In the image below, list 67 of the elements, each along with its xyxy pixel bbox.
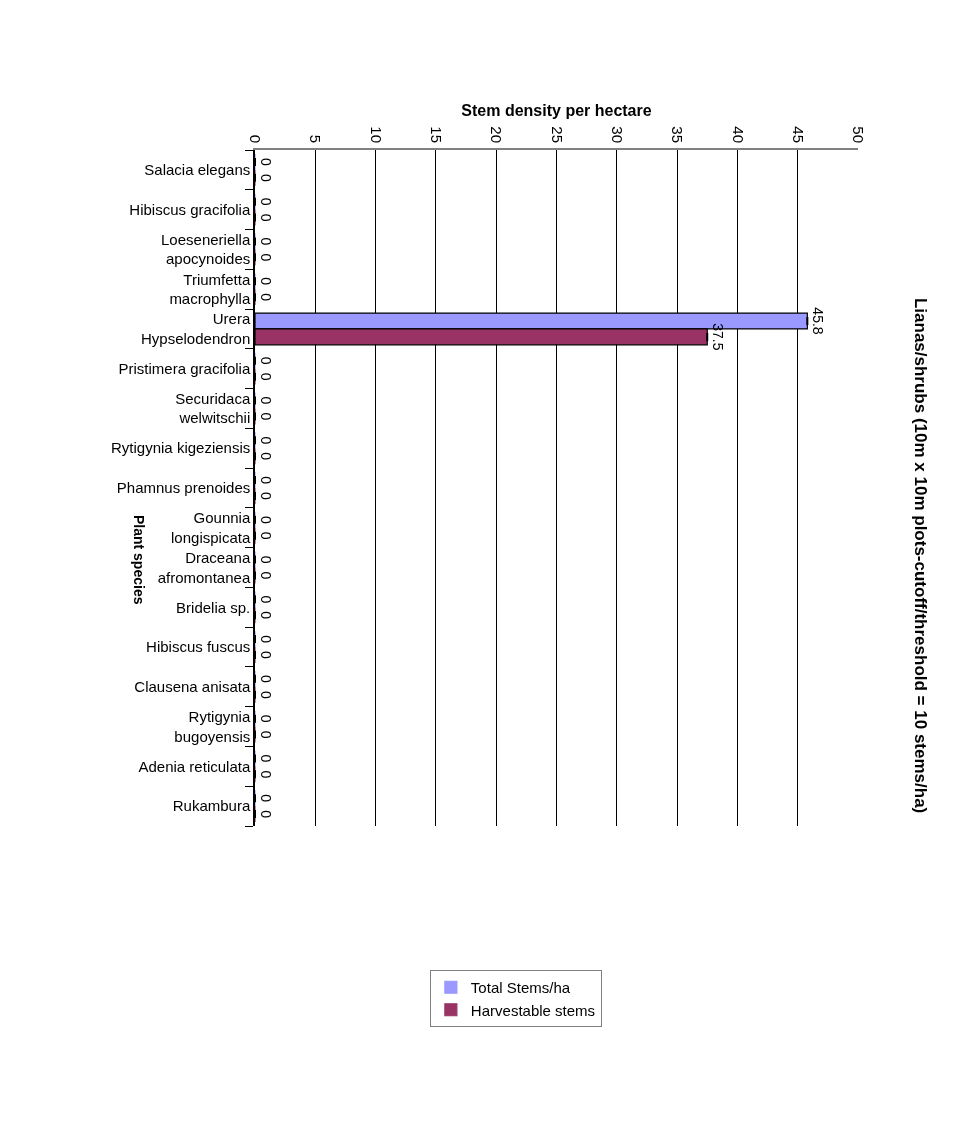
x-tick-label: 30 [608, 126, 626, 143]
legend-label: Harvestable stems [470, 1001, 596, 1019]
y-tick-label: Triumfetta macrophylla [169, 270, 251, 308]
data-label: 0 [257, 635, 274, 644]
x-tick-label: 5 [307, 134, 325, 143]
data-label: 0 [257, 770, 274, 779]
y-tick-label: Phamnus prenoides [116, 479, 251, 497]
y-tick-label: Rytigynia bugoyensis [174, 708, 251, 745]
data-label: 0 [257, 356, 274, 365]
data-label: 0 [257, 412, 274, 421]
x-tick-label: 10 [367, 126, 385, 143]
x-tick-label: 45 [789, 126, 807, 143]
y-tick-label: Pristimera gracifolia [118, 359, 251, 377]
x-tick-label: 50 [850, 126, 868, 143]
data-label: 0 [257, 714, 274, 723]
y-tick-label: Draceana afromontanea [157, 549, 251, 586]
data-label: 0 [257, 492, 274, 501]
data-label: 0 [257, 810, 274, 819]
x-tick-label: 35 [669, 126, 687, 143]
data-label: 0 [257, 213, 274, 222]
y-tick-label: Loeseneriella apocynoides [161, 230, 251, 268]
data-label: 0 [257, 293, 274, 302]
data-label: 0 [257, 253, 274, 262]
y-tick-label: Hibiscus fuscus [146, 638, 251, 656]
data-label: 0 [257, 173, 274, 182]
data-label: 0 [257, 555, 274, 564]
data-label: 0 [257, 197, 274, 206]
y-tick-label: Urera Hypselodendron [141, 310, 251, 347]
y-tick-label: Rytigynia kigeziensis [111, 439, 251, 457]
data-label: 0 [257, 515, 274, 524]
data-label: 0 [257, 396, 274, 405]
data-label: 0 [257, 651, 274, 660]
data-label: 0 [257, 611, 274, 620]
data-label: 37.5 [710, 323, 727, 351]
data-label: 0 [257, 237, 274, 246]
y-tick-label: Rukambura [172, 797, 251, 815]
y-tick-label: Securidaca welwitschii [175, 389, 251, 427]
y-tick-label: Adenia reticulata [138, 757, 251, 775]
data-label: 0 [257, 571, 274, 580]
data-label: 0 [257, 794, 274, 803]
x-tick-label: 15 [428, 126, 446, 143]
x-axis-title: Stem density per hectare [461, 101, 652, 119]
data-label: 45.8 [810, 307, 827, 335]
data-label: 0 [257, 674, 274, 683]
data-label: 0 [257, 372, 274, 381]
data-label: 0 [257, 452, 274, 461]
data-label: 0 [257, 436, 274, 445]
data-label: 0 [257, 730, 274, 739]
y-tick-label: Bridelia sp. [176, 598, 251, 616]
x-tick-label: 0 [247, 134, 265, 143]
y-axis-title: Plant species [130, 514, 147, 605]
data-label: 0 [257, 531, 274, 540]
legend-label: Total Stems/ha [470, 979, 571, 997]
data-label: 0 [257, 158, 274, 167]
x-tick-label: 40 [729, 126, 747, 143]
y-tick-label: Gounnia longispicata [171, 509, 251, 546]
data-label: 0 [257, 476, 274, 485]
data-label: 0 [257, 595, 274, 604]
data-label: 0 [257, 277, 274, 286]
y-tick-label: Hibiscus gracifolia [129, 200, 251, 218]
data-label: 0 [257, 690, 274, 699]
data-label: 0 [257, 754, 274, 763]
y-tick-label: Clausena anisata [134, 678, 251, 696]
x-tick-label: 25 [548, 126, 566, 143]
text: Lianas/shrubs (10m x 10m plots-cutoff/threshold = 10 stems/ha) [911, 297, 931, 814]
x-tick-label: 20 [488, 126, 506, 143]
y-tick-label: Salacia elegans [144, 161, 251, 179]
